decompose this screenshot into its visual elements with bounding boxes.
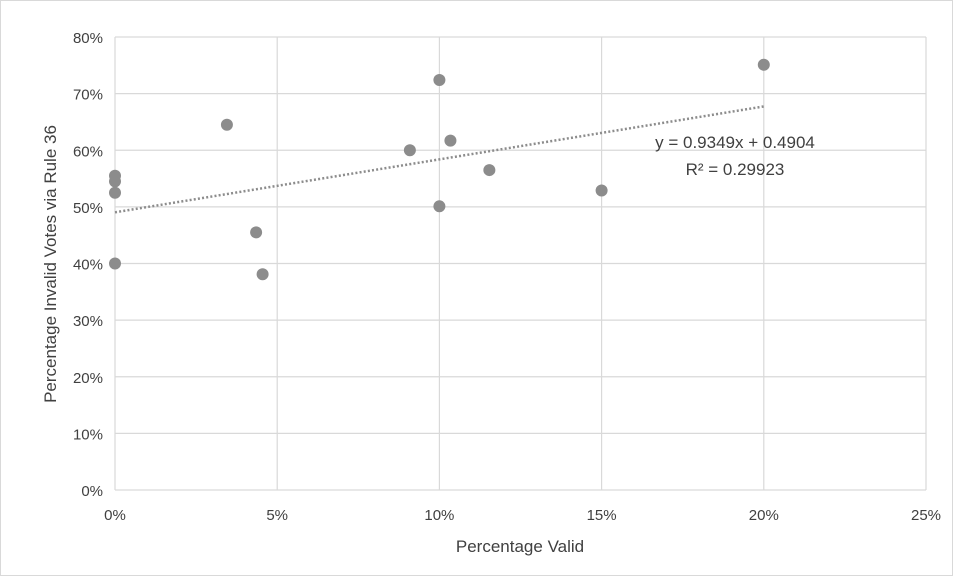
data-point [595, 184, 608, 197]
data-point [220, 118, 233, 131]
data-point [403, 144, 416, 157]
data-points-layer [109, 58, 770, 281]
y-tick-label: 70% [73, 87, 103, 104]
y-tick-label: 20% [73, 370, 103, 387]
x-tick-label: 15% [587, 507, 617, 524]
trendline-layer [114, 105, 765, 214]
y-tick-label: 10% [73, 426, 103, 443]
trendline-r-squared: R² = 0.29923 [686, 160, 785, 179]
y-tick-label: 60% [73, 143, 103, 160]
data-point [109, 175, 121, 188]
tick-labels-layer: 0% 10% 20% 30% 40% 50% 60% 70% 80% 0% 5% 10% 15% 20% 2… [73, 30, 941, 524]
data-point [444, 134, 457, 147]
x-tick-label: 25% [911, 507, 941, 524]
x-tick-label: 5% [266, 507, 288, 524]
x-tick-label: 20% [749, 507, 779, 524]
x-axis-title: Percentage Valid [456, 537, 584, 556]
data-point [256, 268, 269, 281]
y-tick-label: 50% [73, 200, 103, 217]
x-tick-label: 0% [104, 507, 126, 524]
y-tick-label: 80% [73, 30, 103, 47]
trendline [114, 105, 765, 214]
data-point [250, 226, 263, 239]
data-point [433, 74, 446, 87]
y-tick-label: 0% [81, 483, 103, 500]
data-point [483, 164, 496, 177]
x-tick-label: 10% [424, 507, 454, 524]
y-tick-label: 40% [73, 257, 103, 274]
data-point [757, 58, 770, 71]
trendline-equation: y = 0.9349x + 0.4904 [655, 133, 815, 152]
y-tick-label: 30% [73, 313, 103, 330]
data-point [109, 186, 121, 199]
data-point [109, 257, 121, 270]
grid-layer [114, 36, 927, 491]
y-axis-title: Percentage Invalid Votes via Rule 36 [41, 125, 60, 403]
data-point [433, 200, 446, 213]
